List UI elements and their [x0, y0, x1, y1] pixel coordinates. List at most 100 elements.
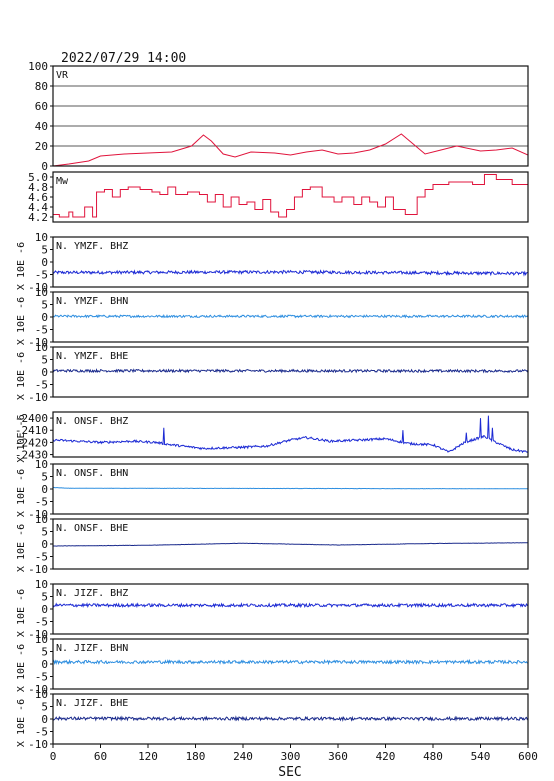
y-tick-label: 0 [41, 538, 48, 551]
panel-label: N. YMZF. BHN [56, 296, 128, 307]
y-tick-label: 5 [41, 471, 48, 484]
y-tick-label: 0 [41, 160, 48, 173]
series-line [53, 269, 528, 277]
y-tick-label: 0 [41, 658, 48, 671]
panel-label: N. JIZF. BHN [56, 643, 128, 654]
y-tick-label: 5 [41, 526, 48, 539]
x-tick-label: 300 [281, 750, 301, 763]
y-axis-label: X 10E -6 [16, 242, 27, 290]
y-tick-label: 4.6 [28, 191, 48, 204]
y-axis-label: X 10E -6 [16, 414, 27, 462]
y-tick-label: 5 [41, 299, 48, 312]
y-tick-label: -10 [28, 563, 48, 576]
x-axis: 0 60 120 180 240 300 360 420 480 540 600 [50, 744, 538, 763]
y-tick-label: -5 [35, 269, 48, 282]
series-line [53, 602, 528, 609]
series-line [53, 542, 528, 547]
y-tick-label: -5 [35, 324, 48, 337]
y-tick-label: 5 [41, 354, 48, 367]
y-tick-label: -10 [28, 628, 48, 641]
panel-label: N. JIZF. BHZ [56, 588, 128, 599]
x-tick-label: 120 [138, 750, 158, 763]
panel-label: N. ONSF. BHE [56, 523, 128, 534]
x-tick-label: 60 [94, 750, 107, 763]
y-tick-label: 4.2 [28, 211, 48, 224]
panel-label: Mw [56, 176, 69, 187]
y-tick-label: -5 [35, 671, 48, 684]
chart-datetime-title: 2022/07/29 14:00 [61, 51, 186, 66]
x-axis-label: SEC [278, 765, 301, 780]
panel-frame [52, 171, 529, 223]
series-line [53, 715, 528, 722]
y-axis-label: X 10E -6 [16, 699, 27, 747]
y-tick-label: -10 [28, 391, 48, 404]
series-line [53, 174, 528, 218]
panel-label: N. JIZF. BHE [56, 698, 128, 709]
y-tick-label: -5 [35, 551, 48, 564]
y-tick-label: -2430 [15, 449, 48, 462]
y-tick-label: -5 [35, 379, 48, 392]
series-line [53, 658, 528, 666]
series-line [53, 415, 528, 454]
y-tick-label: -10 [28, 683, 48, 696]
y-axis-label: X 10E -6 [16, 352, 27, 400]
y-tick-label: 10 [35, 458, 48, 471]
x-tick-label: 180 [186, 750, 206, 763]
y-axis-label: X 10E -6 [16, 297, 27, 345]
y-tick-label: 100 [28, 60, 48, 73]
y-tick-label: 0 [41, 483, 48, 496]
panel-label: N. ONSF. BHN [56, 468, 128, 479]
y-tick-label: 10 [35, 633, 48, 646]
y-tick-label: 40 [35, 120, 48, 133]
y-tick-label: 0 [41, 366, 48, 379]
y-tick-label: 10 [35, 688, 48, 701]
panel-label: N. ONSF. BHZ [56, 416, 128, 427]
y-tick-label: 10 [35, 513, 48, 526]
x-tick-label: 240 [233, 750, 253, 763]
panel-label: N. YMZF. BHZ [56, 241, 128, 252]
x-tick-label: 420 [376, 750, 396, 763]
y-tick-label: 20 [35, 140, 48, 153]
x-tick-label: 600 [518, 750, 538, 763]
y-axis-label: X 10E -6 [16, 469, 27, 517]
series-line [53, 486, 528, 490]
y-tick-label: 10 [35, 286, 48, 299]
panel-2: 4.24.44.64.85.0 Mw [28, 171, 529, 224]
y-tick-label: -5 [35, 616, 48, 629]
y-tick-label: 60 [35, 100, 48, 113]
series-line [53, 368, 528, 374]
y-tick-label: 80 [35, 80, 48, 93]
y-tick-label: -10 [28, 281, 48, 294]
panel-frame [52, 411, 529, 458]
series-line [53, 313, 528, 319]
panel-frame [52, 65, 529, 167]
y-axis-label: X 10E -6 [16, 524, 27, 572]
x-tick-label: 480 [423, 750, 443, 763]
y-tick-label: -10 [28, 508, 48, 521]
y-tick-label: 5 [41, 701, 48, 714]
panel-label: VR [56, 70, 69, 81]
y-tick-label: 0 [41, 311, 48, 324]
panel-label: N. YMZF. BHE [56, 351, 128, 362]
y-axis-label: X 10E -6 [16, 644, 27, 692]
x-tick-label: 0 [50, 750, 57, 763]
panel-6: -2430-2420-2410-2400 N. ONSF. BHZ X 10E -6 [15, 411, 529, 463]
y-tick-label: 5.0 [28, 171, 48, 184]
y-tick-label: -5 [35, 726, 48, 739]
y-tick-label: 4.4 [28, 201, 48, 214]
y-tick-label: 5 [41, 646, 48, 659]
y-tick-label: 5 [41, 244, 48, 257]
x-tick-label: 360 [328, 750, 348, 763]
y-tick-label: 0 [41, 713, 48, 726]
y-axis-label: X 10E -6 [16, 589, 27, 637]
y-tick-label: -10 [28, 336, 48, 349]
